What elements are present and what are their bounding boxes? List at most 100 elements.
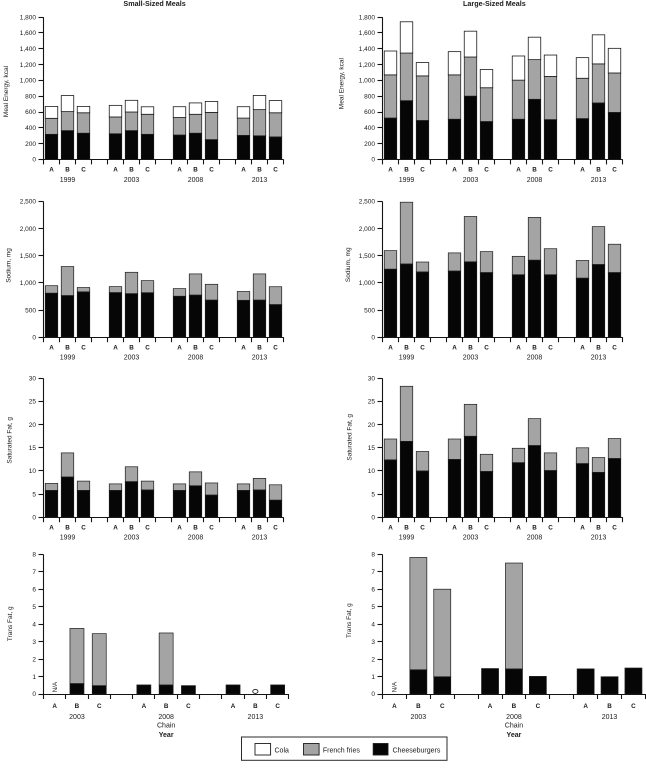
- svg-text:1,500: 1,500: [20, 253, 37, 260]
- svg-text:A: A: [388, 167, 393, 174]
- svg-text:B: B: [257, 525, 262, 532]
- svg-text:A: A: [241, 345, 246, 352]
- svg-text:C: C: [145, 525, 150, 532]
- svg-text:C: C: [97, 703, 102, 710]
- svg-text:2003: 2003: [124, 177, 140, 184]
- svg-text:C: C: [484, 345, 489, 352]
- svg-text:B: B: [65, 525, 70, 532]
- svg-text:Cola: Cola: [275, 747, 290, 754]
- svg-text:C: C: [484, 525, 489, 532]
- svg-text:30: 30: [29, 376, 37, 383]
- svg-text:C: C: [186, 703, 191, 710]
- svg-text:A: A: [113, 525, 118, 532]
- svg-text:5: 5: [371, 604, 375, 611]
- svg-text:B: B: [404, 345, 409, 352]
- svg-text:500: 500: [364, 307, 375, 314]
- svg-text:20: 20: [368, 422, 376, 429]
- svg-text:1999: 1999: [60, 535, 76, 542]
- svg-text:C: C: [81, 167, 86, 174]
- svg-text:5: 5: [32, 491, 36, 498]
- svg-text:A: A: [177, 345, 182, 352]
- svg-text:C: C: [631, 703, 636, 710]
- svg-text:2008: 2008: [188, 355, 204, 362]
- svg-text:Chain: Chain: [157, 722, 175, 729]
- svg-text:1,600: 1,600: [20, 30, 37, 37]
- svg-text:B: B: [512, 703, 517, 710]
- svg-text:B: B: [193, 167, 198, 174]
- svg-text:A: A: [452, 167, 457, 174]
- svg-text:C: C: [612, 345, 617, 352]
- svg-text:Sodium, mg: Sodium, mg: [345, 247, 352, 282]
- svg-text:C: C: [145, 345, 150, 352]
- svg-text:2008: 2008: [506, 714, 522, 721]
- svg-text:1: 1: [32, 674, 36, 681]
- svg-text:2003: 2003: [124, 535, 140, 542]
- svg-text:2013: 2013: [248, 714, 264, 721]
- svg-text:3: 3: [32, 639, 36, 646]
- svg-text:A: A: [113, 345, 118, 352]
- svg-text:Meal Energy, kcal: Meal Energy, kcal: [3, 65, 10, 117]
- svg-text:B: B: [257, 167, 262, 174]
- svg-text:C: C: [440, 703, 445, 710]
- svg-text:Chain: Chain: [505, 722, 523, 729]
- svg-text:B: B: [129, 525, 134, 532]
- svg-text:600: 600: [364, 109, 375, 116]
- svg-text:30: 30: [368, 376, 376, 383]
- svg-text:B: B: [532, 167, 537, 174]
- svg-text:C: C: [81, 525, 86, 532]
- svg-text:A: A: [388, 345, 393, 352]
- svg-text:B: B: [164, 703, 169, 710]
- svg-text:A: A: [452, 525, 457, 532]
- svg-text:Meal Energy, kcal: Meal Energy, kcal: [339, 57, 346, 109]
- svg-text:C: C: [145, 167, 150, 174]
- svg-text:B: B: [468, 345, 473, 352]
- svg-text:C: C: [273, 345, 278, 352]
- svg-text:Saturated Fat, g: Saturated Fat, g: [346, 414, 353, 461]
- svg-text:1999: 1999: [399, 355, 415, 362]
- svg-text:A: A: [49, 525, 54, 532]
- svg-text:15: 15: [29, 445, 37, 452]
- svg-text:10: 10: [29, 468, 37, 475]
- svg-text:B: B: [596, 167, 601, 174]
- svg-text:1999: 1999: [399, 535, 415, 542]
- svg-text:B: B: [468, 167, 473, 174]
- svg-text:C: C: [209, 167, 214, 174]
- svg-text:5: 5: [32, 604, 36, 611]
- svg-text:2013: 2013: [602, 714, 618, 721]
- svg-text:7: 7: [32, 569, 36, 576]
- svg-text:1,200: 1,200: [20, 62, 37, 69]
- svg-text:600: 600: [25, 109, 36, 116]
- svg-text:A: A: [488, 703, 493, 710]
- svg-text:Cheeseburgers: Cheeseburgers: [393, 747, 441, 754]
- svg-text:C: C: [273, 525, 278, 532]
- svg-text:B: B: [257, 345, 262, 352]
- svg-text:2,500: 2,500: [359, 199, 376, 206]
- svg-text:C: C: [484, 167, 489, 174]
- svg-text:1,000: 1,000: [359, 280, 376, 287]
- svg-text:A: A: [177, 525, 182, 532]
- svg-text:Year: Year: [507, 732, 522, 739]
- svg-text:N/A: N/A: [392, 681, 399, 692]
- svg-text:1,800: 1,800: [20, 14, 37, 21]
- svg-text:C: C: [612, 525, 617, 532]
- svg-text:2008: 2008: [158, 714, 174, 721]
- svg-text:2013: 2013: [252, 355, 268, 362]
- svg-text:C: C: [548, 525, 553, 532]
- svg-text:Year: Year: [159, 732, 174, 739]
- svg-text:1,600: 1,600: [359, 30, 376, 37]
- svg-text:French fries: French fries: [323, 747, 360, 754]
- svg-text:2,000: 2,000: [20, 226, 37, 233]
- svg-text:15: 15: [368, 445, 376, 452]
- svg-text:B: B: [404, 525, 409, 532]
- svg-text:4: 4: [32, 621, 36, 628]
- svg-text:1,400: 1,400: [20, 46, 37, 53]
- svg-text:0: 0: [32, 514, 36, 521]
- svg-text:8: 8: [32, 552, 36, 559]
- svg-text:0: 0: [32, 691, 36, 698]
- svg-text:4: 4: [371, 621, 375, 628]
- svg-text:1,000: 1,000: [359, 78, 376, 85]
- svg-text:A: A: [241, 525, 246, 532]
- svg-text:2003: 2003: [411, 714, 427, 721]
- svg-text:500: 500: [25, 307, 36, 314]
- svg-text:2003: 2003: [463, 355, 479, 362]
